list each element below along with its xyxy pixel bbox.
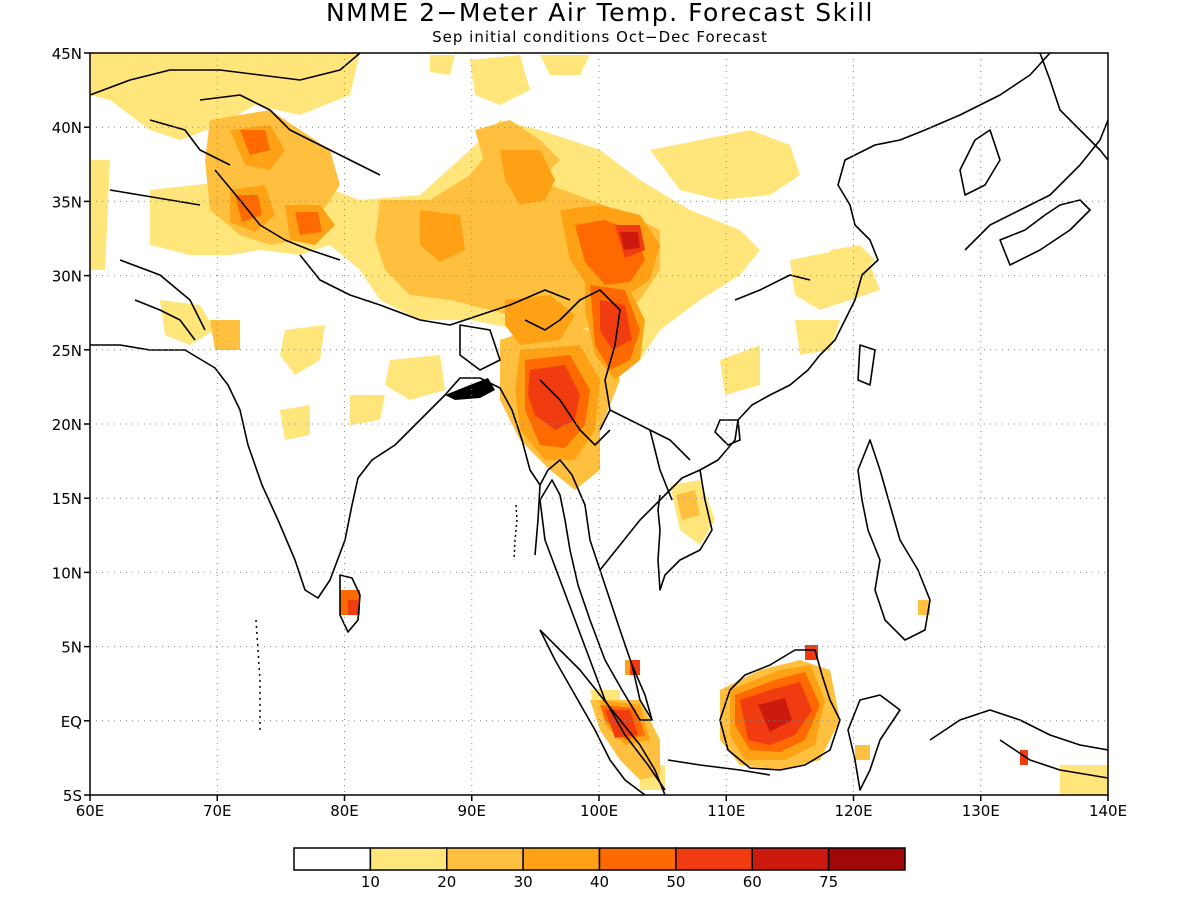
lat-axis: 45N 40N 35N 30N 25N 20N 15N 10N 5N EQ 5S	[52, 45, 90, 805]
legend-swatch	[293, 847, 372, 871]
gridlines	[90, 53, 1108, 795]
lat-tick-label: 45N	[52, 45, 82, 63]
legend-swatch	[751, 847, 830, 871]
legend-label: 30	[514, 873, 533, 891]
lat-tick-label: 5N	[61, 639, 82, 657]
maldives-islands	[255, 619, 261, 730]
legend-label: 75	[819, 873, 838, 891]
legend-label: 10	[361, 873, 380, 891]
legend-label: 40	[590, 873, 609, 891]
lat-tick-label: 35N	[52, 193, 82, 211]
color-legend: 10 20 30 40 50 60 75	[293, 847, 906, 891]
lat-tick-label: 25N	[52, 342, 82, 360]
lon-tick-label: 110E	[707, 802, 745, 820]
map-title: NMME 2−Meter Air Temp. Forecast Skill	[325, 0, 874, 27]
andaman-islands	[513, 504, 518, 561]
legend-swatch	[598, 847, 677, 871]
lon-tick-label: 140E	[1089, 802, 1127, 820]
legend-swatch	[827, 847, 906, 871]
lon-tick-label: 70E	[203, 802, 232, 820]
legend-swatch	[675, 847, 753, 871]
legend-label: 20	[437, 873, 456, 891]
map-subtitle: Sep initial conditions Oct−Dec Forecast	[432, 28, 768, 46]
legend-swatch	[522, 847, 601, 871]
lon-tick-label: 80E	[330, 802, 359, 820]
lon-tick-label: 130E	[962, 802, 1000, 820]
lat-tick-label: 10N	[52, 564, 82, 582]
lat-tick-label: 30N	[52, 268, 82, 286]
lat-tick-label: 5S	[63, 787, 82, 805]
lat-tick-label: 15N	[52, 490, 82, 508]
coastlines	[90, 53, 1108, 795]
lat-tick-label: 40N	[52, 119, 82, 137]
legend-label: 60	[743, 873, 762, 891]
lon-tick-label: 120E	[834, 802, 872, 820]
legend-swatch	[369, 847, 448, 871]
skill-shading	[90, 53, 1108, 795]
lat-tick-label: EQ	[61, 713, 82, 731]
legend-label: 50	[666, 873, 685, 891]
lon-tick-label: 90E	[457, 802, 486, 820]
lat-tick-label: 20N	[52, 416, 82, 434]
legend-swatch	[446, 847, 524, 871]
lon-axis: 60E 70E 80E 90E 100E 110E 120E 130E 140E	[76, 795, 1127, 820]
lon-tick-label: 100E	[580, 802, 618, 820]
lon-tick-label: 60E	[76, 802, 105, 820]
delta-region	[445, 378, 495, 400]
